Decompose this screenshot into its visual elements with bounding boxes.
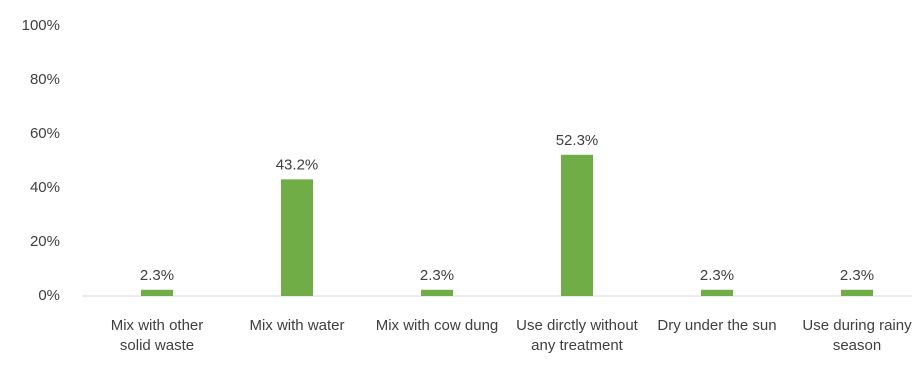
data-label: 52.3% xyxy=(556,132,599,149)
x-tick-label: Mix with water xyxy=(249,317,345,334)
x-tick-label: Dry under the sun xyxy=(657,317,777,334)
y-tick-label: 100% xyxy=(22,17,60,34)
bar xyxy=(701,289,733,296)
bar xyxy=(841,289,873,296)
bar xyxy=(141,289,173,296)
x-tick-label: Mix with other solid waste xyxy=(110,317,204,354)
x-tick-label: Mix with cow dung xyxy=(375,317,499,334)
y-tick-label: 0% xyxy=(38,287,60,304)
y-tick-label: 40% xyxy=(30,179,60,196)
data-label: 2.3% xyxy=(140,267,174,284)
bar xyxy=(561,154,593,296)
y-tick-label: 60% xyxy=(30,125,60,142)
y-tick-label: 20% xyxy=(30,233,60,250)
data-label: 2.3% xyxy=(700,267,734,284)
x-tick-label: Use during rainy season xyxy=(802,317,912,354)
bar xyxy=(421,289,453,296)
data-label: 43.2% xyxy=(276,156,319,173)
data-label: 2.3% xyxy=(840,267,874,284)
data-label: 2.3% xyxy=(420,267,454,284)
bar xyxy=(281,179,313,296)
x-tick-label: Use dirctly without any treatment xyxy=(516,317,638,354)
y-tick-label: 80% xyxy=(30,71,60,88)
